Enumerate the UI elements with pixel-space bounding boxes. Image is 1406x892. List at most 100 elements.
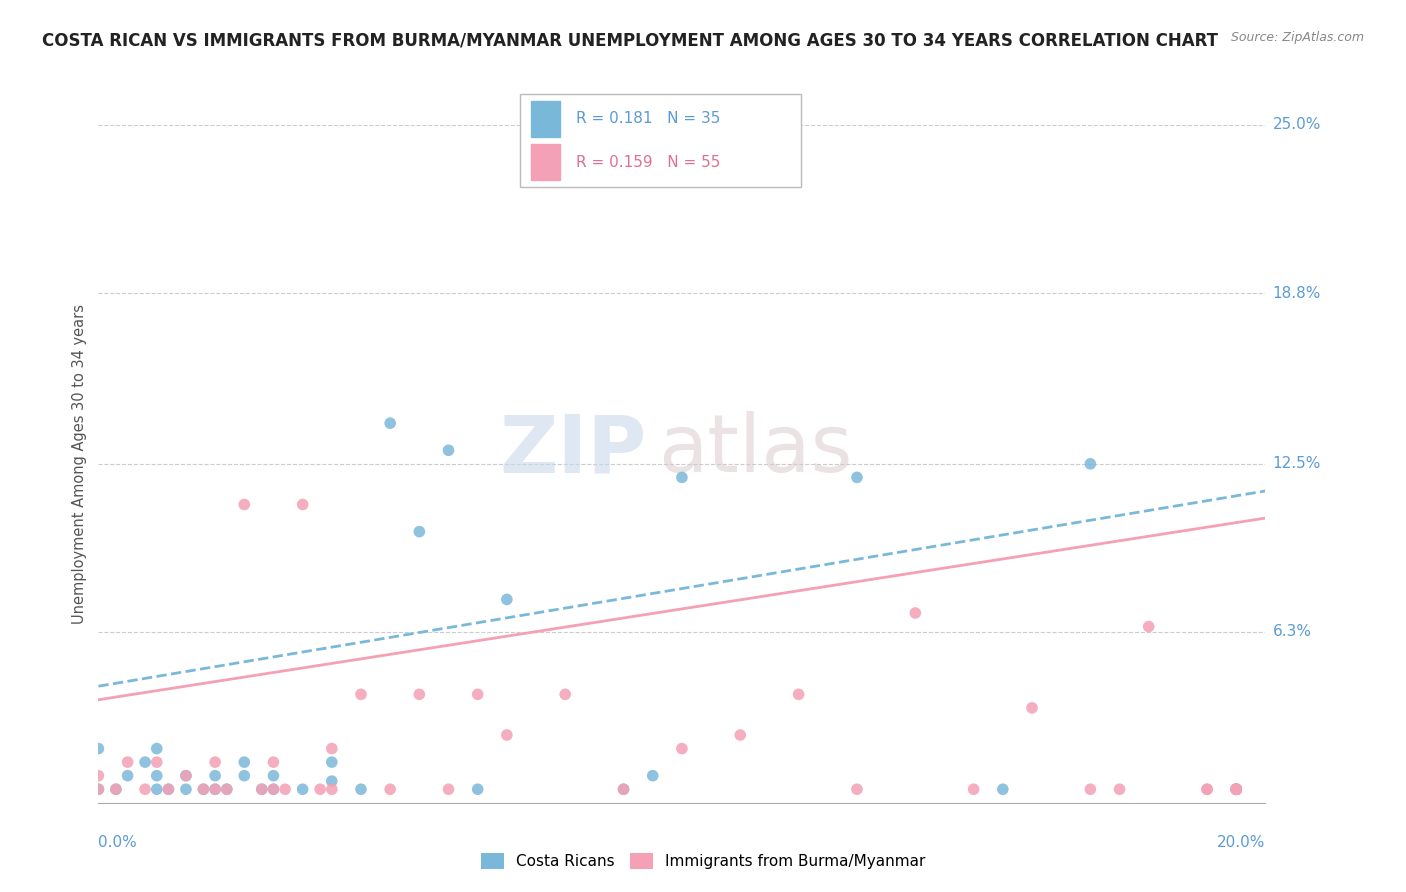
Point [321, 782, 343, 797]
Text: 20.0%: 20.0% [1218, 836, 1265, 850]
Point [437, 443, 460, 458]
Text: 18.8%: 18.8% [1272, 285, 1320, 301]
Point [1225, 782, 1247, 797]
Point [1108, 782, 1130, 797]
Point [1021, 701, 1043, 715]
Point [641, 769, 664, 783]
Point [117, 755, 139, 769]
Point [437, 782, 460, 797]
Point [1225, 782, 1247, 797]
Point [1225, 782, 1247, 797]
Text: Source: ZipAtlas.com: Source: ZipAtlas.com [1230, 31, 1364, 45]
Point [262, 769, 284, 783]
Point [845, 782, 868, 797]
Point [1225, 782, 1247, 797]
Point [174, 769, 197, 783]
Point [1225, 782, 1247, 797]
Text: atlas: atlas [658, 411, 853, 490]
Text: R = 0.159   N = 55: R = 0.159 N = 55 [576, 154, 721, 169]
Point [1080, 457, 1102, 471]
Point [350, 687, 373, 701]
Point [309, 782, 332, 797]
Point [1225, 782, 1247, 797]
Point [134, 782, 156, 797]
Point [117, 769, 139, 783]
Point [146, 755, 169, 769]
Point [612, 782, 634, 797]
Point [233, 498, 256, 512]
Point [408, 687, 430, 701]
Point [467, 687, 489, 701]
Point [204, 782, 226, 797]
Point [146, 782, 169, 797]
Point [1137, 619, 1160, 633]
Point [87, 769, 110, 783]
Text: 12.5%: 12.5% [1272, 457, 1320, 471]
Point [233, 755, 256, 769]
Point [350, 782, 373, 797]
Point [233, 769, 256, 783]
Point [1080, 782, 1102, 797]
Point [250, 782, 273, 797]
Point [262, 755, 284, 769]
Point [215, 782, 238, 797]
Point [554, 687, 576, 701]
Point [728, 728, 751, 742]
Point [378, 416, 402, 430]
Point [291, 782, 314, 797]
Point [408, 524, 430, 539]
Point [1225, 782, 1247, 797]
Point [612, 782, 634, 797]
Point [671, 470, 693, 484]
Point [274, 782, 297, 797]
Text: 6.3%: 6.3% [1272, 624, 1312, 640]
Point [146, 769, 169, 783]
Text: 0.0%: 0.0% [98, 836, 138, 850]
Point [87, 782, 110, 797]
Point [467, 782, 489, 797]
Point [104, 782, 127, 797]
Point [204, 782, 226, 797]
Legend: Costa Ricans, Immigrants from Burma/Myanmar: Costa Ricans, Immigrants from Burma/Myan… [475, 847, 931, 875]
Point [174, 769, 197, 783]
Point [204, 755, 226, 769]
Point [193, 782, 215, 797]
Text: 25.0%: 25.0% [1272, 118, 1320, 132]
Point [1225, 782, 1247, 797]
Point [845, 470, 868, 484]
Point [1225, 782, 1247, 797]
Text: ZIP: ZIP [499, 411, 647, 490]
FancyBboxPatch shape [520, 94, 801, 187]
Point [1195, 782, 1218, 797]
Point [157, 782, 180, 797]
Point [1225, 782, 1247, 797]
Point [904, 606, 927, 620]
Point [262, 782, 284, 797]
Point [291, 498, 314, 512]
Bar [531, 101, 560, 136]
Point [134, 755, 156, 769]
Point [1225, 782, 1247, 797]
Point [991, 782, 1014, 797]
Point [495, 728, 517, 742]
Point [157, 782, 180, 797]
Point [378, 782, 402, 797]
Point [204, 769, 226, 783]
Point [1195, 782, 1218, 797]
Point [250, 782, 273, 797]
Point [495, 592, 517, 607]
Text: COSTA RICAN VS IMMIGRANTS FROM BURMA/MYANMAR UNEMPLOYMENT AMONG AGES 30 TO 34 YE: COSTA RICAN VS IMMIGRANTS FROM BURMA/MYA… [42, 31, 1218, 49]
Point [174, 782, 197, 797]
Point [321, 774, 343, 789]
Point [962, 782, 984, 797]
Point [215, 782, 238, 797]
Point [1225, 782, 1247, 797]
Point [104, 782, 127, 797]
Point [787, 687, 810, 701]
Bar [531, 145, 560, 180]
Point [321, 755, 343, 769]
Y-axis label: Unemployment Among Ages 30 to 34 years: Unemployment Among Ages 30 to 34 years [72, 304, 87, 624]
Point [1225, 782, 1247, 797]
Point [262, 782, 284, 797]
Point [193, 782, 215, 797]
